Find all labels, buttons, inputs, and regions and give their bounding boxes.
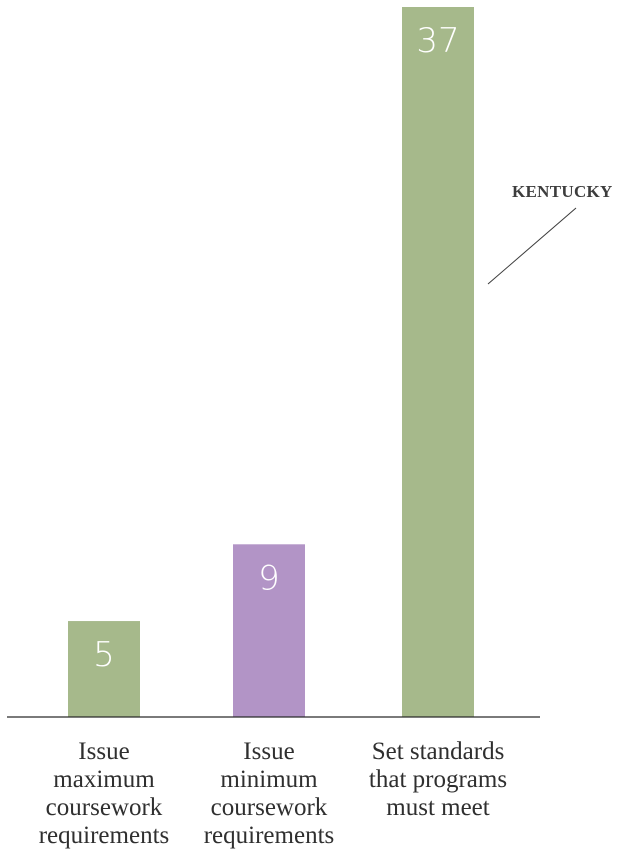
value-labels-group: 5 9 37: [93, 21, 459, 675]
category-label-3-line-2: that programs: [369, 766, 507, 793]
category-label-1-line-4: requirements: [39, 822, 170, 849]
bar-1: [68, 621, 140, 717]
bars-group: [68, 7, 474, 717]
category-label-2-line-4: requirements: [204, 822, 335, 849]
category-label-3-line-1: Set standards: [372, 738, 505, 765]
category-label-3-line-3: must meet: [386, 794, 490, 821]
category-label-1-line-1: Issue: [78, 738, 129, 765]
category-label-1-line-3: coursework: [46, 794, 163, 821]
annotation-leader-line: [487, 207, 577, 285]
category-label-2-line-3: coursework: [211, 794, 328, 821]
bar-value-label-2: 9: [258, 558, 280, 598]
bar-value-label-1: 5: [93, 635, 115, 675]
annotation-kentucky: KENTUCKY: [512, 182, 613, 201]
bar-2: [233, 544, 305, 717]
category-label-1-line-2: maximum: [53, 766, 155, 793]
bar-value-label-3: 37: [416, 21, 459, 61]
bar-3: [402, 7, 474, 717]
category-label-2-line-1: Issue: [243, 738, 294, 765]
category-labels-group: IssuemaximumcourseworkrequirementsIssuem…: [39, 738, 507, 849]
category-label-2-line-2: minimum: [220, 766, 318, 793]
